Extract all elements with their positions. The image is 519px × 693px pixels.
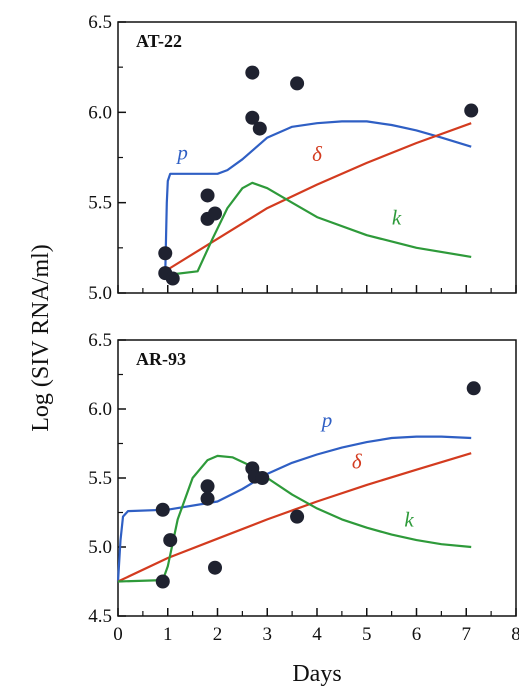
data-point [252,121,267,136]
data-point [245,65,260,80]
y-tick-label: 5.0 [88,283,112,304]
data-point [158,246,173,261]
data-point [290,509,305,524]
plot-frame [117,339,517,617]
x-tick-label: 8 [511,624,519,645]
series-line-delta [167,122,472,271]
series-line-p [116,435,472,582]
curve-label-delta: δ [352,449,363,473]
series-line-p [164,120,472,272]
data-point [255,471,270,485]
x-axis-title: Days [292,661,341,687]
y-axis-title: Log (SIV RNA/ml) [28,244,54,432]
data-point [464,103,479,118]
x-tick-label: 7 [462,624,472,645]
data-point [245,110,260,125]
panel-title: AT-22 [136,31,182,51]
panel-at-22: 5.0 5.5 6.0 6.5 AT-22 p δ k [88,12,517,304]
data-point [208,560,223,575]
data-point [200,188,215,203]
data-point [200,479,215,494]
data-point [466,381,481,396]
data-point [155,502,170,517]
y-tick-label: 6.5 [88,12,112,33]
y-tick-label: 5.5 [88,468,112,489]
x-tick-label: 5 [362,624,372,645]
y-tick-label: 6.5 [88,330,112,351]
x-tick-label: 2 [213,624,223,645]
curve-label-p: p [175,140,188,164]
curve-label-k: k [404,507,414,531]
y-tick-label: 4.5 [88,606,112,627]
curve-label-delta: δ [312,142,323,166]
panel-title: AR-93 [136,349,186,369]
y-tick-label: 5.5 [88,193,112,214]
series-line-delta [117,452,472,583]
x-tick-label: 4 [312,624,322,645]
x-tick-label: 0 [113,624,123,645]
curve-label-p: p [320,408,333,432]
curve-label-k: k [392,205,402,229]
data-point [208,206,223,221]
y-tick-label: 5.0 [88,537,112,558]
data-point [290,76,305,91]
data-point [200,491,215,506]
series-line-k [167,181,472,276]
x-tick-label: 6 [412,624,422,645]
data-point [163,533,178,548]
y-tick-label: 6.0 [88,399,112,420]
x-tick-label: 1 [163,624,173,645]
y-tick-label: 6.0 [88,102,112,123]
data-point [155,574,170,589]
panel-ar-93: 4.5 5.0 5.5 6.0 6.5 0 1 2 3 4 5 6 7 8 AR-93 pδ k [88,330,519,645]
x-tick-label: 3 [263,624,273,645]
data-point [165,271,180,286]
